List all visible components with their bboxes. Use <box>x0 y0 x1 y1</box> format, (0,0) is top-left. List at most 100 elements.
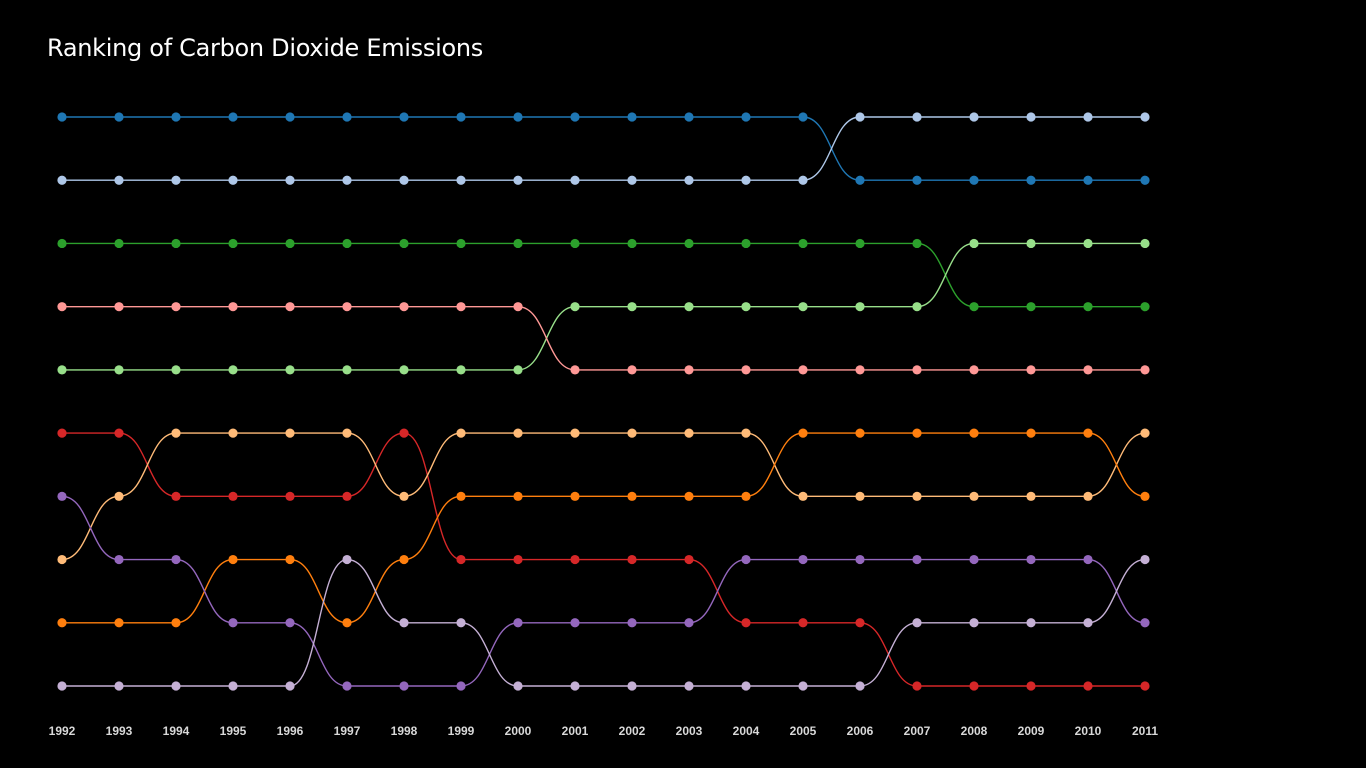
data-point-s10-2004[interactable] <box>741 681 751 691</box>
data-point-s6-2001[interactable] <box>570 554 580 565</box>
data-point-s6-2009[interactable] <box>1026 681 1036 691</box>
data-point-s2-1995[interactable] <box>228 175 238 185</box>
data-point-s8-1997[interactable] <box>342 618 352 628</box>
data-point-s3-2000[interactable] <box>513 238 523 249</box>
data-point-s7-1995[interactable] <box>228 428 238 438</box>
data-point-s3-1994[interactable] <box>171 238 181 249</box>
data-point-s8-2000[interactable] <box>513 491 523 501</box>
data-point-s8-1995[interactable] <box>228 554 238 565</box>
data-point-s2-1996[interactable] <box>285 175 295 185</box>
data-point-s1-2009[interactable] <box>1026 175 1036 185</box>
data-point-s1-1996[interactable] <box>285 112 295 122</box>
data-point-s4-2005[interactable] <box>798 302 808 312</box>
data-point-s5-2001[interactable] <box>570 365 580 375</box>
data-point-s4-1993[interactable] <box>114 365 124 375</box>
data-point-s10-2006[interactable] <box>855 681 865 691</box>
data-point-s6-1993[interactable] <box>114 428 124 438</box>
data-point-s3-2008[interactable] <box>969 302 979 312</box>
data-point-s3-1997[interactable] <box>342 238 352 249</box>
data-point-s7-2000[interactable] <box>513 428 523 438</box>
data-point-s7-2005[interactable] <box>798 491 808 501</box>
data-point-s2-1999[interactable] <box>456 175 466 185</box>
data-point-s5-2010[interactable] <box>1083 365 1093 375</box>
data-point-s2-1997[interactable] <box>342 175 352 185</box>
data-point-s6-2005[interactable] <box>798 618 808 628</box>
data-point-s10-2001[interactable] <box>570 681 580 691</box>
data-point-s2-2010[interactable] <box>1083 112 1093 122</box>
data-point-s1-2002[interactable] <box>627 112 637 122</box>
data-point-s7-1993[interactable] <box>114 491 124 501</box>
data-point-s3-1998[interactable] <box>399 238 409 249</box>
data-point-s4-1999[interactable] <box>456 365 466 375</box>
data-point-s3-2011[interactable] <box>1140 302 1150 312</box>
data-point-s2-2000[interactable] <box>513 175 523 185</box>
data-point-s6-2006[interactable] <box>855 618 865 628</box>
data-point-s8-1999[interactable] <box>456 491 466 501</box>
data-point-s3-2007[interactable] <box>912 238 922 249</box>
data-point-s10-2008[interactable] <box>969 618 979 628</box>
data-point-s5-2009[interactable] <box>1026 365 1036 375</box>
data-point-s5-1992[interactable] <box>57 302 67 312</box>
data-point-s6-1995[interactable] <box>228 491 238 501</box>
data-point-s6-2010[interactable] <box>1083 681 1093 691</box>
data-point-s6-1992[interactable] <box>57 428 67 438</box>
data-point-s2-2008[interactable] <box>969 112 979 122</box>
data-point-s7-2001[interactable] <box>570 428 580 438</box>
data-point-s6-1998[interactable] <box>399 428 409 438</box>
data-point-s9-1999[interactable] <box>456 681 466 691</box>
data-point-s9-2003[interactable] <box>684 618 694 628</box>
data-point-s9-2007[interactable] <box>912 554 922 565</box>
data-point-s2-1993[interactable] <box>114 175 124 185</box>
data-point-s9-2000[interactable] <box>513 618 523 628</box>
data-point-s1-1994[interactable] <box>171 112 181 122</box>
data-point-s2-2001[interactable] <box>570 175 580 185</box>
data-point-s2-2002[interactable] <box>627 175 637 185</box>
data-point-s7-2008[interactable] <box>969 491 979 501</box>
data-point-s10-2007[interactable] <box>912 618 922 628</box>
data-point-s1-2010[interactable] <box>1083 175 1093 185</box>
data-point-s4-1994[interactable] <box>171 365 181 375</box>
data-point-s10-2000[interactable] <box>513 681 523 691</box>
data-point-s1-2001[interactable] <box>570 112 580 122</box>
data-point-s9-2001[interactable] <box>570 618 580 628</box>
data-point-s3-2003[interactable] <box>684 238 694 249</box>
data-point-s6-2011[interactable] <box>1140 681 1150 691</box>
data-point-s4-2002[interactable] <box>627 302 637 312</box>
data-point-s5-2006[interactable] <box>855 365 865 375</box>
data-point-s1-2004[interactable] <box>741 112 751 122</box>
data-point-s9-1994[interactable] <box>171 554 181 565</box>
data-point-s5-2004[interactable] <box>741 365 751 375</box>
data-point-s8-1993[interactable] <box>114 618 124 628</box>
data-point-s6-2000[interactable] <box>513 554 523 565</box>
data-point-s4-2001[interactable] <box>570 302 580 312</box>
data-point-s3-2001[interactable] <box>570 238 580 249</box>
data-point-s5-1995[interactable] <box>228 302 238 312</box>
data-point-s2-2005[interactable] <box>798 175 808 185</box>
data-point-s3-2002[interactable] <box>627 238 637 249</box>
data-point-s10-2005[interactable] <box>798 681 808 691</box>
data-point-s5-1994[interactable] <box>171 302 181 312</box>
data-point-s9-1998[interactable] <box>399 681 409 691</box>
data-point-s8-1992[interactable] <box>57 618 67 628</box>
data-point-s4-2010[interactable] <box>1083 238 1093 249</box>
data-point-s5-1993[interactable] <box>114 302 124 312</box>
data-point-s2-2004[interactable] <box>741 175 751 185</box>
data-point-s7-2009[interactable] <box>1026 491 1036 501</box>
data-point-s4-2008[interactable] <box>969 238 979 249</box>
data-point-s10-2010[interactable] <box>1083 618 1093 628</box>
data-point-s5-1999[interactable] <box>456 302 466 312</box>
data-point-s4-2000[interactable] <box>513 365 523 375</box>
data-point-s3-1996[interactable] <box>285 238 295 249</box>
data-point-s1-2006[interactable] <box>855 175 865 185</box>
data-point-s8-2011[interactable] <box>1140 491 1150 501</box>
data-point-s7-2006[interactable] <box>855 491 865 501</box>
data-point-s6-2004[interactable] <box>741 618 751 628</box>
data-point-s8-2004[interactable] <box>741 491 751 501</box>
data-point-s6-1994[interactable] <box>171 491 181 501</box>
data-point-s3-2010[interactable] <box>1083 302 1093 312</box>
data-point-s3-2004[interactable] <box>741 238 751 249</box>
data-point-s1-2007[interactable] <box>912 175 922 185</box>
data-point-s3-2009[interactable] <box>1026 302 1036 312</box>
data-point-s2-2007[interactable] <box>912 112 922 122</box>
data-point-s5-2008[interactable] <box>969 365 979 375</box>
